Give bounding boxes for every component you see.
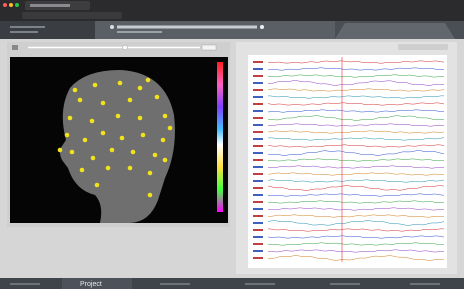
footer-tab[interactable]: Project (80, 281, 102, 288)
electrode (68, 116, 73, 121)
electrode (148, 193, 153, 198)
channel-label (253, 208, 263, 210)
channel-label (253, 194, 263, 196)
page: Project (() => { const data = JSON.parse… (0, 0, 464, 289)
electrode (163, 158, 168, 163)
electrode (90, 119, 95, 124)
channel-label (253, 75, 263, 77)
channel-label (253, 61, 263, 63)
channel-label (253, 180, 263, 182)
electrode (70, 150, 75, 155)
channel-label (253, 201, 263, 203)
channel-label (253, 257, 263, 259)
footer-tab[interactable] (10, 283, 40, 285)
slider-thumb[interactable] (123, 45, 128, 50)
header-text (10, 31, 38, 33)
electrode (120, 136, 125, 141)
channel-label (253, 236, 263, 238)
study-subtitle (117, 31, 162, 33)
side-tab[interactable] (335, 23, 455, 39)
electrode (65, 133, 70, 138)
channel-label (253, 243, 263, 245)
channel-label (253, 96, 263, 98)
electrode (78, 98, 83, 103)
address-bar[interactable] (22, 12, 122, 19)
electrode (155, 95, 160, 100)
close-study[interactable] (260, 25, 264, 29)
electrode (95, 183, 100, 188)
screen: Project (0, 0, 464, 289)
electrode (138, 116, 143, 121)
channel-label (253, 89, 263, 91)
channel-label (253, 166, 263, 168)
electrode (168, 126, 173, 131)
electrode (101, 101, 106, 106)
header-logo-area (0, 21, 95, 39)
electrode (163, 114, 168, 119)
footer-tab[interactable] (330, 283, 360, 285)
maximize-button[interactable] (15, 3, 19, 7)
electrode (131, 150, 136, 155)
electrode (106, 166, 111, 171)
header-text (10, 26, 45, 28)
channel-label (253, 138, 263, 140)
electrode (116, 114, 121, 119)
footer-tab[interactable] (160, 283, 190, 285)
electrode (141, 133, 146, 138)
channel-label (253, 159, 263, 161)
study-title (117, 26, 257, 29)
electrode (128, 98, 133, 103)
channel-label (253, 124, 263, 126)
channel-label (253, 131, 263, 133)
panel-action[interactable] (398, 44, 448, 50)
close-button[interactable] (3, 3, 7, 7)
channel-label (253, 229, 263, 231)
channel-label (253, 250, 263, 252)
footer-tab[interactable] (410, 283, 440, 285)
colorbar (217, 62, 223, 212)
channel-label (253, 68, 263, 70)
channel-label (253, 145, 263, 147)
electrode (83, 138, 88, 143)
minimize-button[interactable] (9, 3, 13, 7)
time-input[interactable] (202, 45, 216, 50)
channel-label (253, 110, 263, 112)
channel-label (253, 215, 263, 217)
electrode (148, 171, 153, 176)
footer-tab[interactable] (245, 283, 275, 285)
electrode (73, 88, 78, 93)
electrode (93, 83, 98, 88)
panel-button[interactable] (12, 45, 18, 50)
electrode (153, 153, 158, 158)
study-tab[interactable] (95, 21, 335, 39)
electrode (80, 168, 85, 173)
electrode (58, 148, 63, 153)
electrode (146, 78, 151, 83)
channel-label (253, 82, 263, 84)
channel-label (253, 152, 263, 154)
channel-label (253, 173, 263, 175)
electrode (161, 138, 166, 143)
electrode (138, 86, 143, 91)
channel-label (253, 103, 263, 105)
study-icon (110, 25, 114, 29)
channel-label (253, 187, 263, 189)
electrode (128, 166, 133, 171)
electrode (110, 148, 115, 153)
electrode (101, 131, 106, 136)
electrode (91, 156, 96, 161)
channel-label (253, 117, 263, 119)
electrode (118, 81, 123, 86)
channel-label (253, 222, 263, 224)
tab-title (30, 4, 70, 7)
signal-viewport (248, 55, 447, 268)
